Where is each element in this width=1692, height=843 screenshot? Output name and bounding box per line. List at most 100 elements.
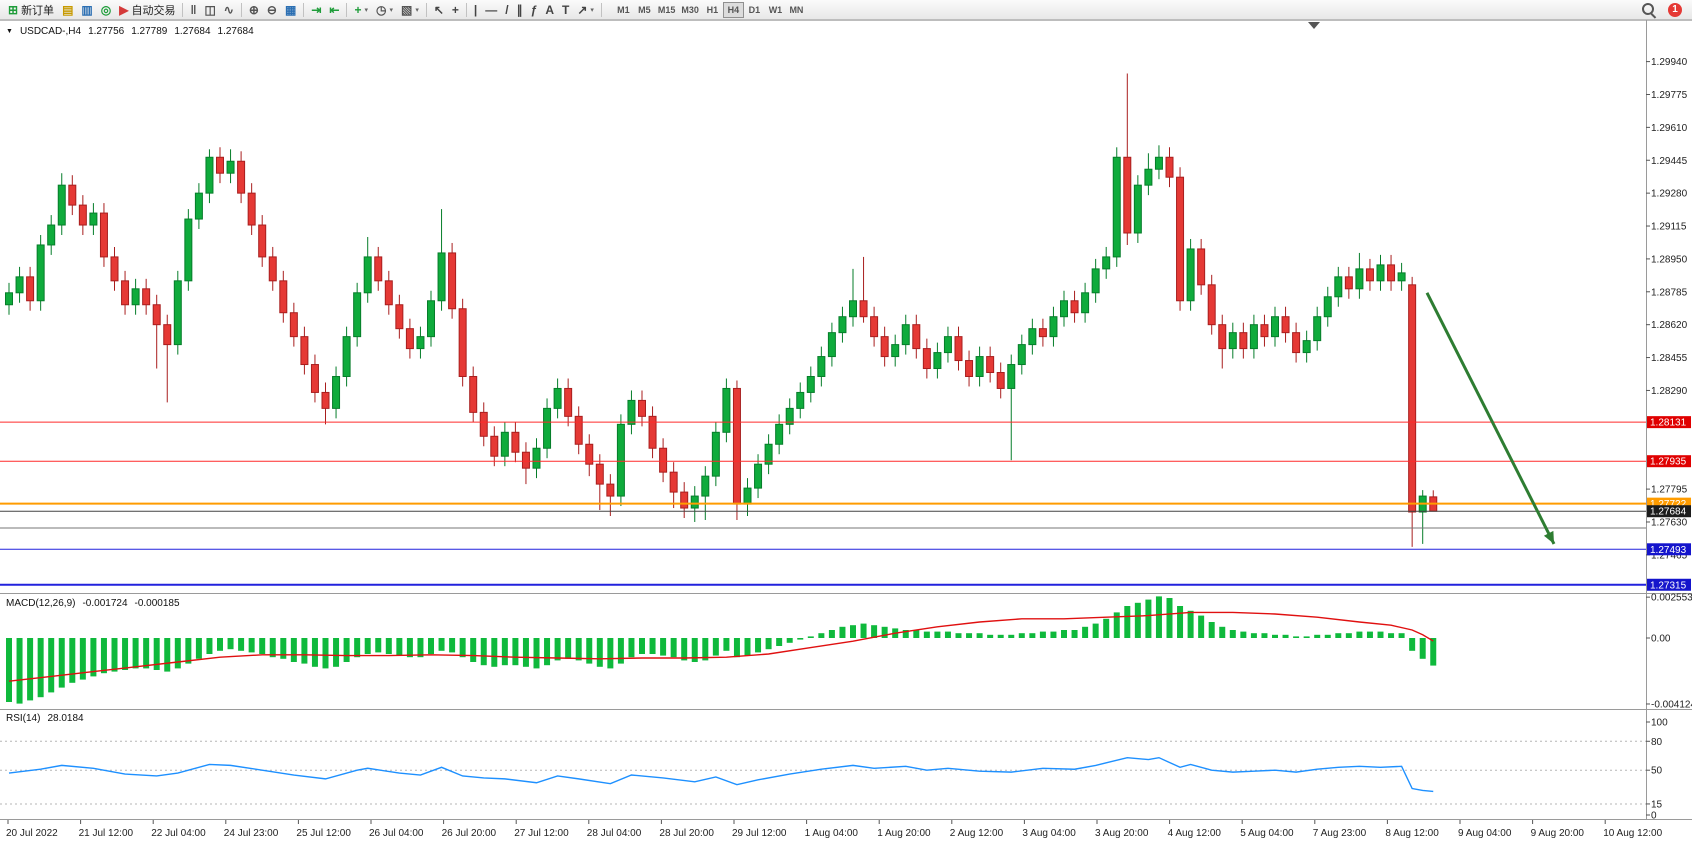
timeframe-h1-button[interactable]: H1 <box>702 2 723 18</box>
autotrading-button[interactable]: ▶ 自动交易 <box>115 1 179 18</box>
candle <box>152 304 161 326</box>
navigator-button[interactable]: ◎ <box>97 1 115 18</box>
auto-scroll-button[interactable]: ⇥ <box>307 1 325 18</box>
time-axis-label: 20 Jul 2022 <box>6 828 58 839</box>
crosshair-button[interactable]: + <box>448 1 463 18</box>
timeframe-m1-button[interactable]: M1 <box>613 2 634 18</box>
candle <box>743 487 752 505</box>
macd-histogram-bar <box>1240 631 1247 638</box>
candle <box>99 212 108 258</box>
macd-histogram-bar <box>860 623 867 638</box>
line-chart-icon: ∿ <box>223 2 234 17</box>
text-button[interactable]: A <box>541 1 558 18</box>
line-chart-button[interactable]: ∿ <box>220 1 238 18</box>
timeframe-mn-button[interactable]: MN <box>786 2 807 18</box>
symbol-ohlc-header: ▼ USDCAD-,H4 1.27756 1.27789 1.27684 1.2… <box>6 26 254 37</box>
macd-histogram-bar <box>100 638 107 674</box>
macd-histogram-bar <box>533 638 540 669</box>
horizontal-line-button[interactable]: — <box>481 1 501 18</box>
trend-arrow[interactable] <box>1425 292 1556 545</box>
zoom-out-icon: ⊖ <box>266 2 277 17</box>
notification-badge[interactable]: 1 <box>1668 2 1682 17</box>
candle <box>163 324 172 346</box>
rsi-indicator-label: RSI(14) 28.0184 <box>6 713 84 724</box>
chart-shift-button[interactable]: ⇤ <box>325 1 343 18</box>
chart-canvas[interactable]: 1.29940 1.29775 1.29610 1.29445 1.29280 1.291… <box>0 20 1692 843</box>
text-label-button[interactable]: T <box>558 1 573 18</box>
macd-histogram-bar <box>565 638 572 659</box>
market-watch-button[interactable]: ▤ <box>58 1 77 18</box>
equidistant-channel-button[interactable]: ∥ <box>513 1 527 18</box>
candle <box>258 224 267 258</box>
candle <box>68 184 77 206</box>
macd-signal-line <box>8 611 1434 682</box>
candle <box>1102 256 1111 270</box>
macd-histogram-bar <box>206 638 213 654</box>
trendline-button[interactable]: / <box>501 1 512 18</box>
candle <box>669 471 678 493</box>
one-click-collapse-icon[interactable]: ▼ <box>6 28 13 35</box>
data-window-button[interactable]: ▥ <box>77 1 96 18</box>
candle <box>1355 268 1364 290</box>
periods-icon: ◷ <box>375 2 387 17</box>
price-badge-label: 1.28131 <box>1650 418 1687 429</box>
new-order-button[interactable]: ⊞ 新订单 <box>4 1 58 18</box>
arrows-button[interactable]: ↗ ▾ <box>573 1 598 18</box>
macd-histogram-bar <box>259 638 266 654</box>
macd-histogram-bar <box>828 630 835 638</box>
tile-windows-button[interactable]: ▦ <box>281 1 300 18</box>
candle <box>849 300 857 318</box>
candle <box>36 244 45 302</box>
toolbar-separator <box>240 2 242 17</box>
indicators-button[interactable]: + ▾ <box>350 1 372 18</box>
time-axis-label: 7 Aug 23:00 <box>1313 828 1367 839</box>
macd-histogram-bar <box>575 638 582 661</box>
ohlc-low: 1.27684 <box>174 26 211 37</box>
candle <box>796 391 805 409</box>
price-badge-label: 1.27315 <box>1650 580 1687 591</box>
candle <box>1376 264 1385 282</box>
chart-shift-marker-icon[interactable] <box>1308 22 1320 29</box>
search-icon[interactable] <box>1641 2 1657 19</box>
rsi-axis-label: 50 <box>1651 766 1663 777</box>
candle <box>173 280 182 346</box>
timeframe-w1-button[interactable]: W1 <box>765 2 786 18</box>
candle <box>1249 324 1258 350</box>
macd-histogram-bar <box>902 630 909 638</box>
macd-histogram-bar <box>913 630 920 638</box>
macd-histogram-bar <box>290 638 297 662</box>
fibonacci-button[interactable]: ƒ <box>527 1 542 18</box>
macd-histogram-bar <box>428 638 434 654</box>
price-axis-label: 1.28950 <box>1651 254 1688 265</box>
cursor-button[interactable]: ↖ <box>430 1 448 18</box>
macd-histogram-bar <box>1050 631 1057 638</box>
macd-histogram-bar <box>1187 610 1194 638</box>
vertical-line-button[interactable]: | <box>470 1 481 18</box>
timeframe-d1-button[interactable]: D1 <box>744 2 765 18</box>
price-axis[interactable] <box>1647 20 1692 819</box>
macd-histogram-bar <box>449 638 456 653</box>
timeframe-m5-button[interactable]: M5 <box>634 2 655 18</box>
macd-histogram-bar <box>1250 633 1257 638</box>
timeframe-h4-button[interactable]: H4 <box>722 1 744 18</box>
candle <box>184 218 193 282</box>
new-order-label: 新订单 <box>21 4 55 17</box>
macd-histogram-bar <box>1155 596 1162 638</box>
timeframe-m30-button[interactable]: M30 <box>678 2 702 18</box>
zoom-out-button[interactable]: ⊖ <box>263 1 281 18</box>
time-axis[interactable] <box>0 820 1692 843</box>
macd-histogram-bar <box>185 638 192 664</box>
bar-chart-button[interactable]: ‖ <box>186 1 200 18</box>
timeframe-m15-button[interactable]: M15 <box>655 2 679 18</box>
candle <box>1334 276 1343 298</box>
candle <box>986 356 995 374</box>
zoom-in-button[interactable]: ⊕ <box>245 1 263 18</box>
templates-button[interactable]: ▧ ▾ <box>397 1 423 18</box>
candle <box>479 411 488 437</box>
macd-histogram-bar <box>227 638 234 650</box>
candlestick-chart-button[interactable]: ◫ <box>200 1 219 18</box>
price-axis-label: 1.28455 <box>1651 353 1688 364</box>
periods-button[interactable]: ◷ ▾ <box>372 1 397 18</box>
macd-histogram-bar <box>987 634 994 638</box>
